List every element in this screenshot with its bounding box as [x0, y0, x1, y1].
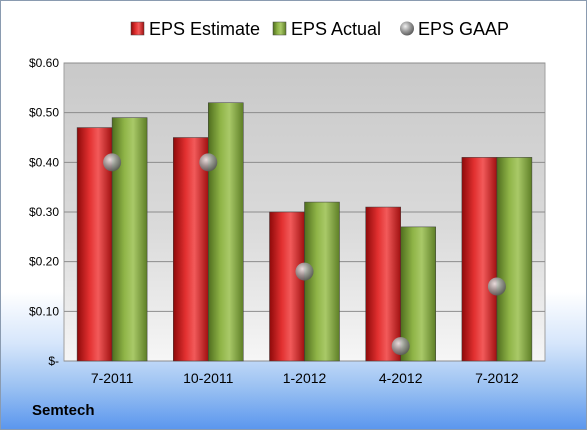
x-tick-label: 4-2012	[379, 370, 423, 386]
gaap-marker	[487, 277, 506, 296]
company-name: Semtech	[32, 402, 95, 419]
gaap-marker	[391, 337, 410, 356]
bar-eps-estimate	[365, 206, 401, 362]
bar-eps-actual	[208, 102, 244, 362]
y-tick-label: $0.20	[29, 255, 59, 269]
bar-eps-actual	[304, 201, 340, 362]
bar-eps-estimate	[269, 211, 305, 362]
y-tick-label: $0.60	[29, 56, 59, 70]
legend: EPS Estimate EPS Actual EPS GAAP	[130, 19, 509, 39]
gaap-markers	[103, 153, 506, 356]
x-tick-label: 7-2012	[475, 370, 519, 386]
y-tick-label: $0.10	[29, 304, 59, 318]
x-tick-label: 1-2012	[283, 370, 327, 386]
x-axis: 7-2011 10-2011 1-2012 4-2012 7-2012	[91, 370, 519, 386]
bar-eps-estimate	[173, 137, 209, 362]
gaap-marker	[295, 262, 314, 281]
y-tick-label: $0.40	[29, 155, 59, 169]
x-tick-label: 7-2011	[91, 370, 134, 386]
legend-label: EPS GAAP	[418, 19, 509, 39]
gaap-marker	[103, 153, 122, 172]
y-tick-label: $0.50	[29, 106, 59, 120]
y-tick-label: $0.30	[29, 205, 59, 219]
x-tick-label: 10-2011	[183, 370, 234, 386]
y-tick-label: $-	[48, 354, 59, 368]
legend-label: EPS Estimate	[149, 19, 260, 39]
legend-swatch	[130, 21, 145, 36]
bar-eps-actual	[496, 157, 533, 362]
bar-eps-actual	[400, 226, 436, 362]
gaap-marker	[199, 153, 218, 172]
y-axis: $- $0.10 $0.20 $0.30 $0.40 $0.50 $0.60	[29, 56, 59, 368]
legend-swatch	[400, 21, 414, 36]
legend-label: EPS Actual	[291, 19, 381, 39]
bar-eps-estimate	[461, 157, 498, 362]
bar-eps-actual	[111, 117, 148, 362]
legend-swatch	[272, 21, 287, 36]
